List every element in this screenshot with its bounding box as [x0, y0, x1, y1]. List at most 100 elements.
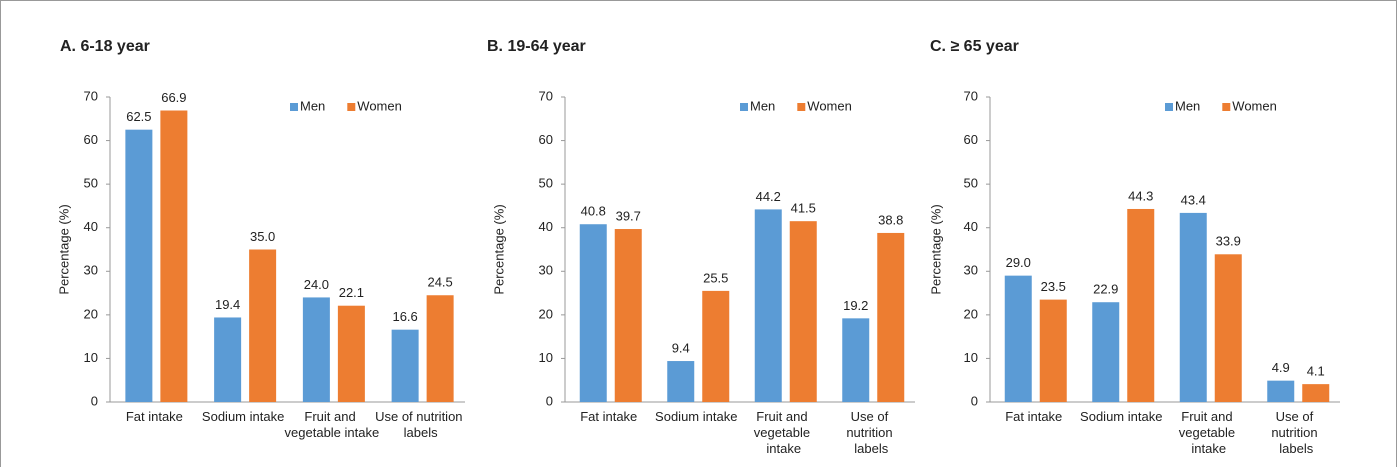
bar — [1267, 380, 1295, 402]
data-label: 39.7 — [616, 208, 641, 223]
bar — [789, 221, 817, 402]
y-tick-label: 50 — [84, 176, 98, 191]
legend-label: Women — [807, 98, 852, 113]
data-label: 24.5 — [427, 275, 452, 290]
y-tick-label: 60 — [539, 132, 553, 147]
bar — [249, 249, 277, 402]
bar — [1004, 275, 1032, 402]
data-label: 16.6 — [392, 309, 417, 324]
bar — [214, 317, 242, 402]
x-tick-label: Use of nutrition labels — [846, 409, 896, 456]
y-tick-label: 0 — [91, 393, 98, 408]
y-tick-label: 0 — [546, 393, 553, 408]
y-tick-label: 70 — [539, 88, 553, 103]
data-label: 19.4 — [215, 297, 240, 312]
y-axis-label: Percentage (%) — [928, 204, 943, 294]
chart-title: A. 6-18 year — [60, 38, 150, 55]
y-tick-label: 0 — [971, 393, 978, 408]
legend-label: Women — [357, 98, 402, 113]
y-tick-label: 70 — [964, 88, 978, 103]
y-tick-label: 20 — [539, 306, 553, 321]
x-tick-label: Fruit and vegetable intake — [285, 409, 380, 440]
legend-label: Men — [750, 98, 775, 113]
y-tick-label: 20 — [964, 306, 978, 321]
legend-swatch — [347, 103, 356, 111]
data-label: 33.9 — [1216, 234, 1241, 249]
bar — [391, 329, 419, 402]
legend-swatch — [1165, 103, 1173, 111]
bar — [702, 290, 730, 402]
chart-title: B. 19-64 year — [487, 38, 586, 55]
bar — [1179, 212, 1207, 402]
bar — [842, 318, 870, 402]
y-tick-label: 40 — [84, 219, 98, 234]
bar — [1039, 299, 1067, 402]
data-label: 4.1 — [1307, 364, 1325, 379]
y-tick-label: 40 — [964, 219, 978, 234]
y-tick-label: 10 — [539, 350, 553, 365]
data-label: 66.9 — [161, 90, 186, 105]
legend-swatch — [740, 103, 748, 111]
bar — [1127, 208, 1155, 402]
data-label: 19.2 — [843, 298, 868, 313]
y-tick-label: 20 — [84, 306, 98, 321]
bar — [1092, 302, 1120, 402]
x-tick-label: Sodium intake — [202, 409, 284, 424]
chart-title: C. ≥ 65 year — [930, 38, 1019, 55]
bar — [877, 232, 905, 402]
data-label: 24.0 — [304, 277, 329, 292]
bar — [614, 229, 642, 402]
legend-swatch — [290, 103, 298, 111]
data-label: 29.0 — [1006, 255, 1031, 270]
y-axis-label: Percentage (%) — [491, 204, 506, 294]
bar — [337, 305, 365, 402]
data-label: 9.4 — [672, 340, 690, 355]
bar — [160, 110, 188, 402]
data-label: 25.5 — [703, 270, 728, 285]
x-tick-label: Fruit and vegetable intake — [1179, 409, 1239, 456]
bar — [1214, 254, 1242, 402]
x-tick-label: Use of nutrition labels — [1271, 409, 1321, 456]
y-tick-label: 30 — [964, 263, 978, 278]
legend-label: Women — [1232, 98, 1277, 113]
y-tick-label: 60 — [84, 132, 98, 147]
data-label: 62.5 — [126, 109, 151, 124]
y-tick-label: 40 — [539, 219, 553, 234]
bar — [1302, 384, 1330, 402]
x-tick-label: Sodium intake — [1080, 409, 1162, 424]
y-tick-label: 30 — [84, 263, 98, 278]
legend-label: Men — [1175, 98, 1200, 113]
data-label: 4.9 — [1272, 360, 1290, 375]
y-tick-label: 30 — [539, 263, 553, 278]
y-tick-label: 60 — [964, 132, 978, 147]
data-label: 43.4 — [1181, 192, 1206, 207]
bar — [579, 224, 607, 402]
x-tick-label: Fruit and vegetable intake — [754, 409, 814, 456]
data-label: 40.8 — [581, 204, 606, 219]
data-label: 35.0 — [250, 229, 275, 244]
data-label: 44.2 — [756, 189, 781, 204]
bar — [667, 361, 695, 402]
data-label: 22.9 — [1093, 282, 1118, 297]
x-tick-label: Fat intake — [580, 409, 637, 424]
x-tick-label: Fat intake — [1005, 409, 1062, 424]
data-label: 22.1 — [339, 285, 364, 300]
x-tick-label: Sodium intake — [655, 409, 737, 424]
y-tick-label: 50 — [964, 176, 978, 191]
bar — [754, 209, 782, 402]
x-tick-label: Fat intake — [126, 409, 183, 424]
legend-swatch — [1222, 103, 1231, 111]
data-label: 38.8 — [878, 212, 903, 227]
bar — [125, 129, 153, 402]
bar — [302, 297, 330, 402]
x-tick-label: Use of nutrition labels — [375, 409, 466, 440]
legend-label: Men — [300, 98, 325, 113]
y-tick-label: 10 — [964, 350, 978, 365]
y-tick-label: 70 — [84, 88, 98, 103]
y-axis-label: Percentage (%) — [56, 204, 71, 294]
data-label: 23.5 — [1041, 279, 1066, 294]
legend-swatch — [797, 103, 806, 111]
y-tick-label: 10 — [84, 350, 98, 365]
y-tick-label: 50 — [539, 176, 553, 191]
